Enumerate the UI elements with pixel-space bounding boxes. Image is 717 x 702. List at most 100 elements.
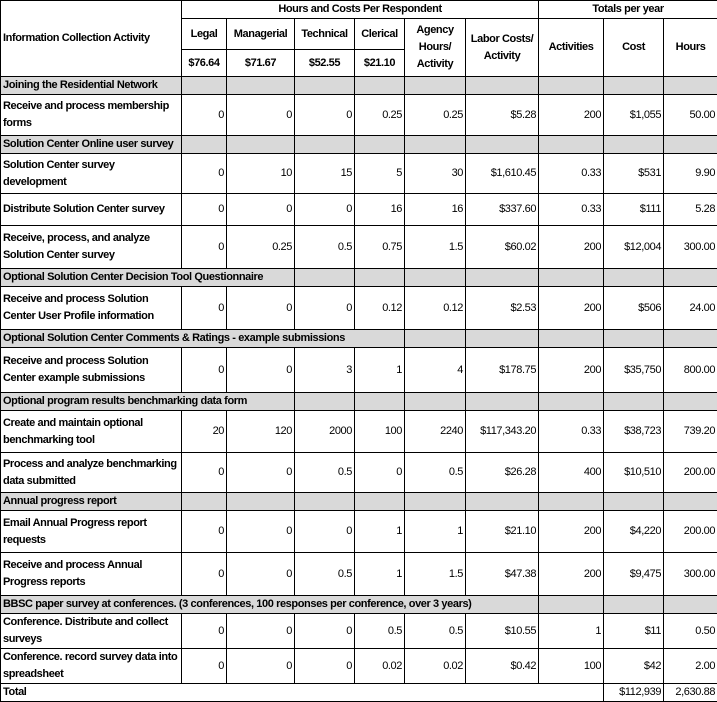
section-blank-cell xyxy=(355,393,405,411)
table-row: Receive and process Solution Center User… xyxy=(1,287,717,330)
section-blank-cell xyxy=(227,136,295,154)
section-blank-cell xyxy=(604,493,664,511)
value-cell: 16 xyxy=(355,194,405,226)
section-blank-cell xyxy=(664,136,717,154)
value-cell: $337.60 xyxy=(466,194,539,226)
section-blank-cell xyxy=(227,77,295,95)
section-blank-cell xyxy=(355,269,405,287)
value-cell: 0 xyxy=(227,287,295,330)
value-cell: 200.00 xyxy=(664,511,717,553)
value-cell: 1 xyxy=(355,511,405,553)
value-cell: 120 xyxy=(227,411,295,453)
value-cell: $21.10 xyxy=(466,511,539,553)
activities-header: Activities xyxy=(539,19,604,77)
section-blank-cell xyxy=(664,77,717,95)
value-cell: 0 xyxy=(182,287,227,330)
value-cell: $47.38 xyxy=(466,553,539,596)
managerial-header: Managerial xyxy=(227,19,295,50)
section-blank-cell xyxy=(604,596,664,614)
value-cell: 200 xyxy=(539,511,604,553)
section-blank-cell xyxy=(295,136,355,154)
value-cell: 200 xyxy=(539,95,604,136)
legal-header: Legal xyxy=(182,19,227,50)
section-blank-cell xyxy=(295,493,355,511)
value-cell: 200.00 xyxy=(664,453,717,493)
table-row: Conference. Distribute and collect surve… xyxy=(1,614,717,649)
value-cell: 0 xyxy=(227,511,295,553)
clerical-rate: $21.10 xyxy=(355,50,405,77)
value-cell: $531 xyxy=(604,154,664,194)
section-blank-cell xyxy=(405,493,466,511)
value-cell: $38,723 xyxy=(604,411,664,453)
value-cell: 800.00 xyxy=(664,348,717,393)
section-blank-cell xyxy=(355,77,405,95)
value-cell: 0 xyxy=(227,553,295,596)
value-cell: 0 xyxy=(295,95,355,136)
section-blank-cell xyxy=(664,330,717,348)
section-blank-cell xyxy=(466,493,539,511)
section-blank-cell xyxy=(664,393,717,411)
value-cell: 1 xyxy=(405,511,466,553)
value-cell: 0.33 xyxy=(539,154,604,194)
section-blank-cell xyxy=(295,77,355,95)
value-cell: 200 xyxy=(539,287,604,330)
value-cell: 5 xyxy=(355,154,405,194)
section-blank-cell xyxy=(405,77,466,95)
value-cell: 0 xyxy=(295,194,355,226)
value-cell: $9,475 xyxy=(604,553,664,596)
section-blank-cell xyxy=(466,77,539,95)
section-blank-cell xyxy=(405,269,466,287)
activity-name: Receive, process, and analyze Solution C… xyxy=(1,226,182,269)
value-cell: $12,004 xyxy=(604,226,664,269)
value-cell: 0 xyxy=(295,287,355,330)
section-blank-cell xyxy=(466,136,539,154)
value-cell: $2.53 xyxy=(466,287,539,330)
section-header-row: BBSC paper survey at conferences. (3 con… xyxy=(1,596,717,614)
value-cell: 100 xyxy=(355,411,405,453)
section-blank-cell xyxy=(466,393,539,411)
value-cell: 1 xyxy=(355,553,405,596)
table-row: Create and maintain optional benchmarkin… xyxy=(1,411,717,453)
section-blank-cell xyxy=(405,393,466,411)
section-blank-cell xyxy=(664,596,717,614)
section-blank-cell xyxy=(664,269,717,287)
section-blank-cell xyxy=(539,136,604,154)
value-cell: 0.5 xyxy=(355,614,405,649)
activity-name: Receive and process Solution Center User… xyxy=(1,287,182,330)
section-blank-cell xyxy=(539,493,604,511)
value-cell: 1.5 xyxy=(405,553,466,596)
section-blank-cell xyxy=(405,330,466,348)
value-cell: $178.75 xyxy=(466,348,539,393)
value-cell: 30 xyxy=(405,154,466,194)
technical-rate: $52.55 xyxy=(295,50,355,77)
value-cell: $10,510 xyxy=(604,453,664,493)
value-cell: 0.5 xyxy=(295,453,355,493)
value-cell: 0 xyxy=(227,649,295,684)
value-cell: 24.00 xyxy=(664,287,717,330)
value-cell: 100 xyxy=(539,649,604,684)
value-cell: $4,220 xyxy=(604,511,664,553)
value-cell: 300.00 xyxy=(664,226,717,269)
value-cell: 0 xyxy=(182,614,227,649)
activity-name: Receive and process membership forms xyxy=(1,95,182,136)
activity-name: Conference. Distribute and collect surve… xyxy=(1,614,182,649)
total-hours: 2,630.88 xyxy=(664,684,717,702)
value-cell: 0 xyxy=(227,348,295,393)
value-cell: 0 xyxy=(182,95,227,136)
value-cell: 0 xyxy=(227,194,295,226)
value-cell: 0.02 xyxy=(355,649,405,684)
value-cell: 0 xyxy=(182,348,227,393)
activity-name: Solution Center survey development xyxy=(1,154,182,194)
value-cell: 0.5 xyxy=(295,553,355,596)
section-blank-cell xyxy=(539,77,604,95)
value-cell: 0.75 xyxy=(355,226,405,269)
activity-name: Create and maintain optional benchmarkin… xyxy=(1,411,182,453)
table-row: Process and analyze benchmarking data su… xyxy=(1,453,717,493)
value-cell: $60.02 xyxy=(466,226,539,269)
value-cell: 0 xyxy=(227,453,295,493)
value-cell: 0.5 xyxy=(405,453,466,493)
section-header-row: Joining the Residential Network xyxy=(1,77,717,95)
value-cell: 0.25 xyxy=(227,226,295,269)
